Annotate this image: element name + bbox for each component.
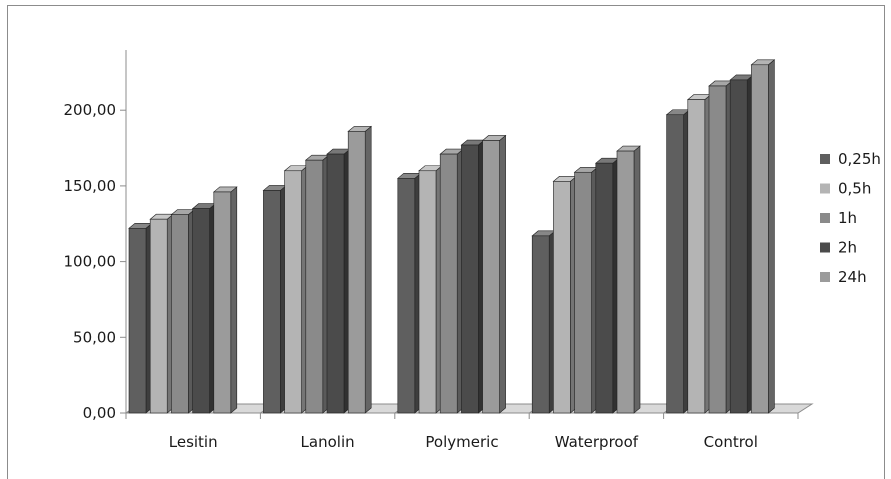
bar-front [171,214,189,414]
bar [170,209,196,414]
legend-label: 1h [838,209,857,227]
bar-front [595,162,614,414]
bar-front [574,171,592,414]
bar [149,213,175,414]
legend-swatch [820,213,830,223]
bar-front [729,79,748,414]
legend-swatch [820,183,830,194]
y-tick-label: 200,00 [64,101,117,119]
bar [304,154,330,414]
y-tick-label: 150,00 [64,177,117,195]
legend-swatch [820,154,830,164]
bar [460,139,486,414]
bar-side [633,145,641,414]
bar [283,165,309,414]
bar [573,166,599,414]
bar [326,148,351,414]
bar [531,230,557,414]
legend-label: 24h [838,268,867,286]
bar-front [482,140,500,414]
bar-front [397,178,416,414]
legend-item: 0,25h [820,150,881,168]
y-tick-label: 50,00 [73,328,116,346]
bar-side [768,59,775,414]
legend-item: 1h [820,209,857,227]
bar-front [149,218,168,414]
legend-item: 0,5h [820,180,871,198]
bar-side [364,125,372,414]
bar [616,145,641,414]
bar-front [213,191,232,414]
bar-front [128,227,147,414]
bar-front [192,208,210,414]
bar-front [708,85,727,414]
x-category-label: Polymeric [425,433,498,451]
bar-front [751,64,769,414]
bar-front [687,99,706,414]
bar [594,157,620,414]
legend-label: 2h [838,239,857,257]
bar [665,109,691,414]
bar [262,184,288,414]
bar-front [326,153,345,414]
bar [708,80,733,414]
bars [128,59,776,414]
bar [439,148,465,414]
x-category-label: Lesitin [169,433,218,451]
bar [750,59,776,414]
x-category-label: Waterproof [555,433,639,451]
bar-front [347,131,366,414]
legend-swatch [820,242,830,253]
bar [347,125,373,414]
y-tick-label: 100,00 [64,253,117,271]
bar-front [263,190,281,414]
x-category-label: Control [704,433,758,451]
legend: 0,25h 0,5h 1h 2h 24h [820,150,881,286]
bar [729,74,755,414]
bar [481,134,507,414]
y-tick-label: 0,00 [83,404,116,422]
bar-front [553,181,571,414]
legend-item: 24h [820,268,867,286]
legend-swatch [820,272,830,282]
bar-side [499,134,506,414]
bar [686,93,712,414]
legend-label: 0,25h [838,150,881,168]
bar [128,222,153,414]
bar-side [230,186,238,414]
bar [191,202,217,414]
bar-front [418,170,437,414]
bar-front [461,144,479,414]
bar-front [616,150,635,414]
bar [418,165,443,414]
axis-labels: 0,00 50,00 100,00 150,00 200,00 Lesitin Lanoli… [64,101,758,451]
legend-label: 0,5h [838,180,871,198]
bar-front [305,159,324,414]
x-category-label: Lanolin [301,433,355,451]
bar-front [284,170,302,414]
bar-front [666,114,684,414]
bar-front [531,235,550,414]
legend-item: 2h [820,239,857,257]
bar [396,172,422,414]
bar-front [439,153,458,414]
bar [552,175,578,414]
bar [212,186,238,414]
